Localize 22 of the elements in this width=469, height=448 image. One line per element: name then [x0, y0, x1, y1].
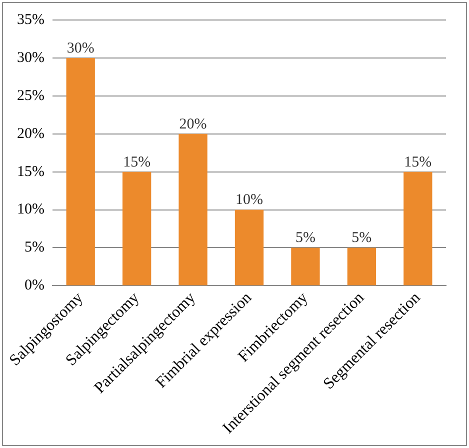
- y-tick-label: 10%: [16, 202, 44, 218]
- y-tick-label: 35%: [16, 12, 44, 28]
- data-label: 10%: [236, 192, 263, 208]
- data-label: 20%: [179, 116, 207, 132]
- y-tick-label: 30%: [16, 50, 44, 66]
- bar: [178, 134, 208, 286]
- bar: [404, 172, 432, 286]
- data-label: 5%: [352, 230, 372, 246]
- bar: [291, 248, 320, 286]
- bar: [122, 172, 152, 286]
- y-tick-label: 15%: [16, 164, 44, 180]
- data-label: 30%: [66, 40, 94, 56]
- data-label: 15%: [404, 154, 432, 170]
- y-tick-label: 25%: [16, 88, 44, 104]
- bar: [66, 58, 95, 286]
- y-tick-label: 5%: [24, 240, 44, 256]
- bar: [347, 248, 376, 286]
- y-tick-label: 20%: [16, 126, 44, 142]
- data-label: 5%: [295, 230, 316, 246]
- y-tick-label: 0%: [24, 278, 44, 294]
- data-label: 15%: [123, 154, 151, 170]
- bar: [234, 210, 264, 286]
